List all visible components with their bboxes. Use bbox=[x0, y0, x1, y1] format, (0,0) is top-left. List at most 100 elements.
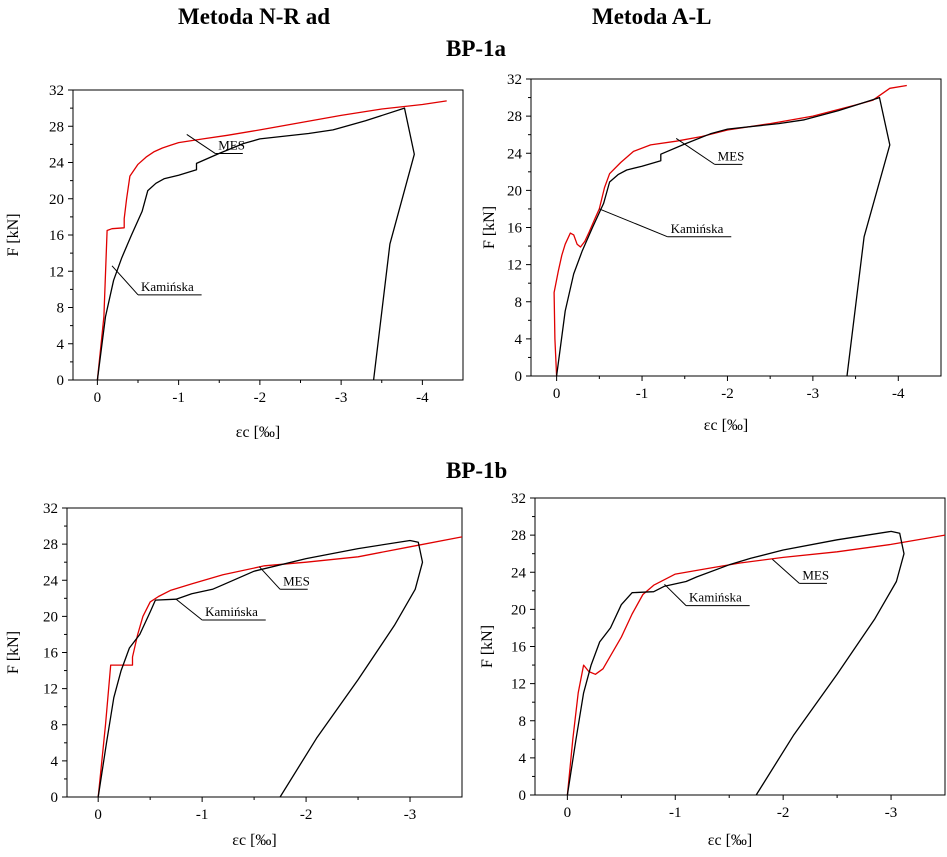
plot-border bbox=[534, 497, 946, 796]
series-kaminska-line bbox=[553, 84, 907, 376]
x-tick-label: -4 bbox=[892, 386, 905, 402]
y-tick-label: 20 bbox=[43, 609, 58, 625]
y-tick-label: 32 bbox=[507, 72, 522, 88]
annotation-leader bbox=[175, 598, 203, 621]
plot-frame bbox=[66, 507, 463, 798]
y-tick-label: 20 bbox=[507, 183, 522, 199]
annotation-kaminska: Kamińska bbox=[599, 208, 732, 238]
x-tick-label: -2 bbox=[777, 805, 790, 821]
y-axis-label: F [kN] bbox=[481, 206, 498, 249]
annotation-label: Kamińska bbox=[689, 590, 742, 605]
x-tick-label: -1 bbox=[196, 807, 209, 823]
y-tick-label: 0 bbox=[519, 788, 527, 804]
method-nr-title: Metoda N-R ad bbox=[178, 4, 331, 29]
y-axis-label: F [kN] bbox=[479, 625, 496, 668]
x-tick-label: -4 bbox=[416, 390, 429, 406]
annotation-label: MES bbox=[802, 567, 829, 582]
y-axis-label: F [kN] bbox=[5, 631, 22, 674]
y-tick-label: 24 bbox=[43, 573, 59, 589]
annotation-mes: MES bbox=[675, 137, 745, 165]
y-tick-label: 12 bbox=[507, 258, 522, 274]
x-tick-label: 0 bbox=[564, 805, 572, 821]
series-kaminska-line bbox=[566, 534, 945, 795]
x-axis: 0 -1 -2 -3 -4 bbox=[553, 376, 905, 402]
annotation-mes: MES bbox=[186, 133, 245, 154]
y-tick-label: 20 bbox=[511, 602, 526, 618]
y-tick-label: 0 bbox=[57, 373, 65, 389]
annotation-leader bbox=[599, 208, 668, 238]
y-tick-label: 8 bbox=[519, 714, 527, 730]
group-bp1a-title: BP-1a bbox=[446, 36, 507, 61]
annotation-leader bbox=[258, 566, 281, 590]
y-tick-label: 12 bbox=[43, 682, 58, 698]
x-tick-label: -1 bbox=[172, 390, 185, 406]
annotation-label: MES bbox=[218, 137, 245, 152]
x-tick-label: 0 bbox=[553, 386, 561, 402]
annotation-label: Kamińska bbox=[205, 604, 258, 619]
x-tick-label: -2 bbox=[721, 386, 734, 402]
y-tick-label: 12 bbox=[49, 264, 64, 280]
y-tick-label: 4 bbox=[51, 754, 59, 770]
series-mes-line bbox=[555, 96, 891, 376]
y-tick-label: 28 bbox=[511, 528, 526, 544]
series-mes-line bbox=[97, 539, 424, 797]
annotation-kaminska: Kamińska bbox=[664, 583, 750, 607]
y-tick-label: 4 bbox=[57, 337, 65, 353]
y-tick-label: 8 bbox=[51, 718, 59, 734]
y-axis: 0 4 8 12 16 20 24 28 32 bbox=[511, 491, 535, 804]
annotation-kaminska: Kamińska bbox=[111, 265, 202, 296]
y-tick-label: 16 bbox=[507, 221, 523, 237]
y-tick-label: 28 bbox=[49, 119, 64, 135]
x-tick-label: -1 bbox=[669, 805, 682, 821]
series-mes-line bbox=[566, 530, 905, 795]
annotation-mes: MES bbox=[258, 566, 310, 590]
series-kaminska-line bbox=[96, 100, 447, 380]
x-axis-label: εc [‰] bbox=[708, 832, 752, 849]
chart-bp1a-nr: 0 4 8 12 16 20 24 28 32 0 -1 -2 -3 -4 F [kN] εc [‰] Kami… bbox=[5, 83, 464, 441]
annotation-leader bbox=[772, 558, 800, 584]
annotation-leader bbox=[664, 583, 687, 607]
y-axis: 0 4 8 12 16 20 24 28 32 bbox=[49, 83, 73, 389]
y-axis: 0 4 8 12 16 20 24 28 32 bbox=[43, 501, 67, 806]
y-tick-label: 20 bbox=[49, 192, 64, 208]
y-tick-label: 12 bbox=[511, 677, 526, 693]
annotation-label: MES bbox=[718, 148, 745, 163]
x-tick-label: -2 bbox=[300, 807, 313, 823]
annotation-kaminska: Kamińska bbox=[175, 598, 266, 621]
x-tick-label: -2 bbox=[254, 390, 267, 406]
y-tick-label: 32 bbox=[511, 491, 526, 507]
annotation-leader bbox=[675, 137, 715, 165]
x-axis-label: εc [‰] bbox=[232, 832, 276, 849]
annotation-label: Kamińska bbox=[141, 279, 194, 294]
x-axis-label: εc [‰] bbox=[704, 417, 748, 434]
y-tick-label: 16 bbox=[49, 228, 65, 244]
y-tick-label: 32 bbox=[49, 83, 64, 99]
annotation-label: Kamińska bbox=[671, 221, 724, 236]
y-tick-label: 24 bbox=[507, 146, 523, 162]
y-tick-label: 16 bbox=[511, 640, 527, 656]
group-bp1b-title: BP-1b bbox=[446, 458, 508, 483]
y-tick-label: 28 bbox=[507, 109, 522, 125]
x-axis-label: εc [‰] bbox=[236, 424, 280, 441]
y-tick-label: 16 bbox=[43, 646, 59, 662]
y-tick-label: 4 bbox=[519, 751, 527, 767]
plot-frame bbox=[534, 497, 946, 796]
y-tick-label: 0 bbox=[51, 790, 59, 806]
x-tick-label: -3 bbox=[335, 390, 348, 406]
series-mes-line bbox=[96, 107, 415, 380]
series-kaminska-line bbox=[97, 536, 462, 797]
annotation-label: MES bbox=[283, 573, 310, 588]
x-tick-label: -1 bbox=[636, 386, 649, 402]
chart-bp1b-nr: 0 4 8 12 16 20 24 28 32 0 -1 -2 -3 F [kN] εc [‰] Kamińs… bbox=[5, 501, 463, 849]
annotation-leader bbox=[111, 265, 139, 296]
plot-border bbox=[66, 507, 463, 798]
y-tick-label: 32 bbox=[43, 501, 58, 517]
chart-bp1a-al: 0 4 8 12 16 20 24 28 32 0 -1 -2 -3 -4 F [kN] εc [‰] Kami… bbox=[481, 72, 942, 434]
method-al-title: Metoda A-L bbox=[592, 4, 712, 29]
y-tick-label: 4 bbox=[515, 332, 523, 348]
annotation-leader bbox=[186, 133, 216, 154]
y-tick-label: 28 bbox=[43, 537, 58, 553]
y-axis-label: F [kN] bbox=[5, 213, 22, 256]
y-tick-label: 8 bbox=[57, 301, 65, 317]
y-axis: 0 4 8 12 16 20 24 28 32 bbox=[507, 72, 531, 385]
